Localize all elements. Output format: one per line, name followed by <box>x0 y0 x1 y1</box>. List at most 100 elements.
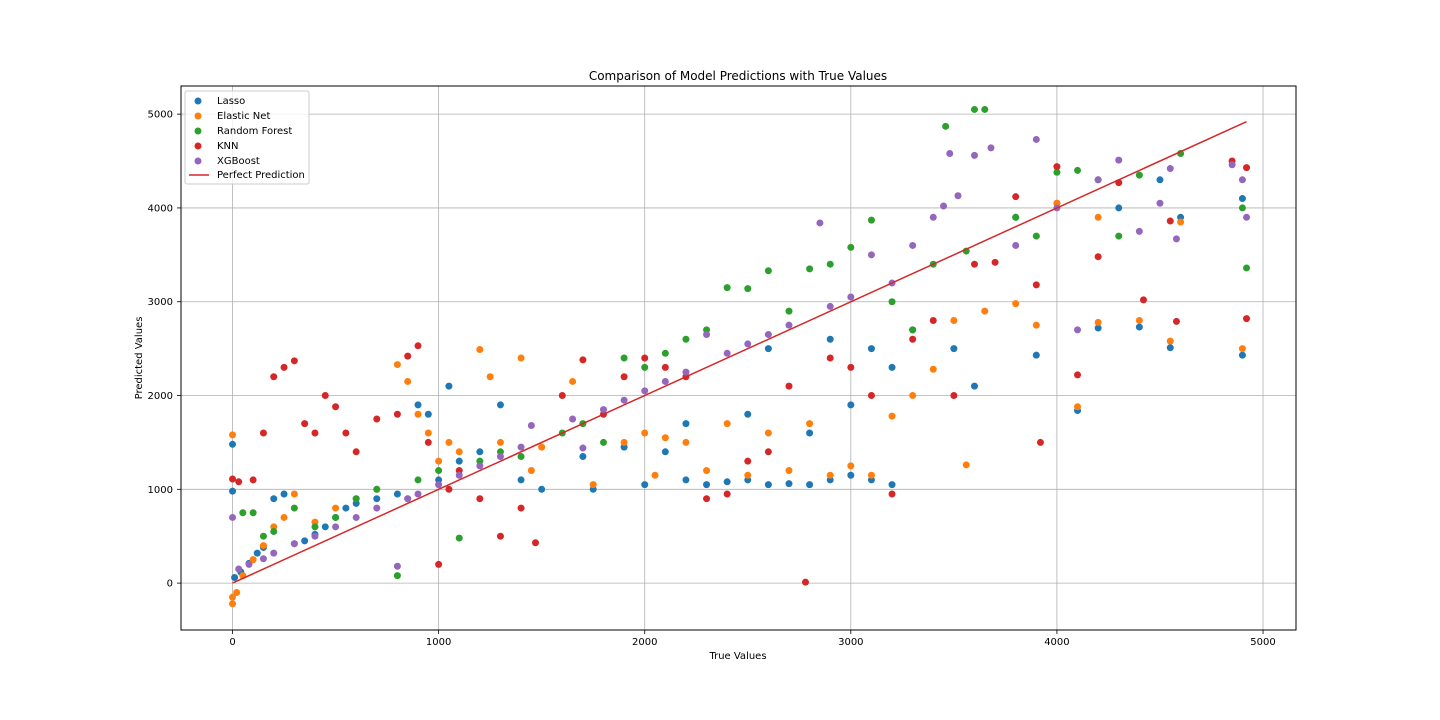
data-point <box>229 475 237 483</box>
reference-line-layer <box>232 120 1247 584</box>
data-point <box>847 462 855 470</box>
data-point <box>579 444 587 452</box>
data-point <box>1032 321 1040 329</box>
y-tick-label: 4000 <box>148 203 173 214</box>
data-point <box>229 487 237 495</box>
data-point <box>404 352 412 360</box>
data-point <box>558 392 566 400</box>
data-point <box>682 420 690 428</box>
data-point <box>517 452 525 460</box>
legend: Lasso Elastic Net Random Forest KNN XGBo… <box>184 90 310 185</box>
data-point <box>1166 337 1174 345</box>
data-point <box>1228 161 1236 169</box>
data-point <box>867 392 875 400</box>
legend-label-lasso: Lasso <box>217 96 245 107</box>
y-tick-label: 0 <box>167 579 173 590</box>
data-point <box>888 490 896 498</box>
data-point <box>816 219 824 227</box>
data-point <box>455 448 463 456</box>
data-point <box>332 523 340 531</box>
data-point <box>703 467 711 475</box>
data-point <box>785 307 793 315</box>
data-point <box>946 150 954 158</box>
data-point <box>245 560 253 568</box>
data-point <box>1243 264 1251 272</box>
data-point <box>703 331 711 339</box>
data-point <box>455 471 463 479</box>
data-point <box>476 495 484 503</box>
data-point <box>579 356 587 364</box>
data-point <box>229 513 237 521</box>
data-point <box>867 471 875 479</box>
legend-label-elastic-net: Elastic Net <box>217 111 270 122</box>
data-point <box>764 429 772 437</box>
data-point <box>290 357 298 365</box>
data-point <box>1012 241 1020 249</box>
data-point <box>909 241 917 249</box>
data-point <box>950 392 958 400</box>
data-point <box>620 396 628 404</box>
data-point <box>486 373 494 381</box>
data-point <box>847 363 855 371</box>
data-point <box>445 382 453 390</box>
data-point <box>620 354 628 362</box>
data-point <box>806 481 814 489</box>
series-elastic-net <box>229 199 1246 608</box>
data-point <box>249 476 257 484</box>
data-point <box>867 251 875 259</box>
x-tick-label: 4000 <box>1044 637 1069 648</box>
data-point <box>414 490 422 498</box>
data-point <box>620 438 628 446</box>
data-point <box>888 412 896 420</box>
data-point <box>1074 166 1082 174</box>
data-point <box>909 335 917 343</box>
legend-label-perfect-prediction: Perfect Prediction <box>217 170 305 181</box>
legend-marker-knn <box>194 142 202 150</box>
data-point <box>1094 318 1102 326</box>
data-point <box>393 490 401 498</box>
data-point <box>806 420 814 428</box>
data-point <box>1032 351 1040 359</box>
data-point <box>435 560 443 568</box>
data-point <box>801 578 809 586</box>
data-point <box>280 490 288 498</box>
legend-marker-random-forest <box>194 127 202 135</box>
chart-title: Comparison of Model Predictions with Tru… <box>589 69 887 83</box>
data-point <box>517 504 525 512</box>
data-point <box>1053 163 1061 171</box>
x-tick-label: 0 <box>229 637 235 648</box>
data-point <box>253 549 261 557</box>
data-point <box>970 382 978 390</box>
data-point <box>764 481 772 489</box>
data-point <box>311 532 319 540</box>
data-point <box>1036 438 1044 446</box>
data-point <box>641 387 649 395</box>
data-point <box>393 562 401 570</box>
data-points <box>229 105 1251 608</box>
data-point <box>867 216 875 224</box>
data-point <box>785 382 793 390</box>
data-point <box>1243 164 1251 172</box>
data-point <box>229 600 237 608</box>
data-point <box>682 335 690 343</box>
data-point <box>517 354 525 362</box>
data-point <box>235 478 243 486</box>
data-point <box>806 429 814 437</box>
legend-label-knn: KNN <box>217 141 239 152</box>
data-point <box>229 431 237 439</box>
data-point <box>723 420 731 428</box>
data-point <box>259 429 267 437</box>
data-point <box>970 260 978 268</box>
data-point <box>414 476 422 484</box>
data-point <box>744 457 752 465</box>
data-point <box>847 401 855 409</box>
data-point <box>270 549 278 557</box>
data-point <box>682 368 690 376</box>
data-point <box>496 438 504 446</box>
data-point <box>981 307 989 315</box>
series-xgboost <box>229 135 1251 573</box>
data-point <box>332 504 340 512</box>
plot-frame <box>180 85 1297 631</box>
data-point <box>1115 232 1123 240</box>
